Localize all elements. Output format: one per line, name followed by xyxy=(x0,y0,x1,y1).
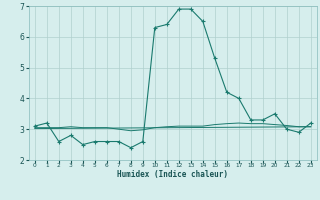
X-axis label: Humidex (Indice chaleur): Humidex (Indice chaleur) xyxy=(117,170,228,179)
